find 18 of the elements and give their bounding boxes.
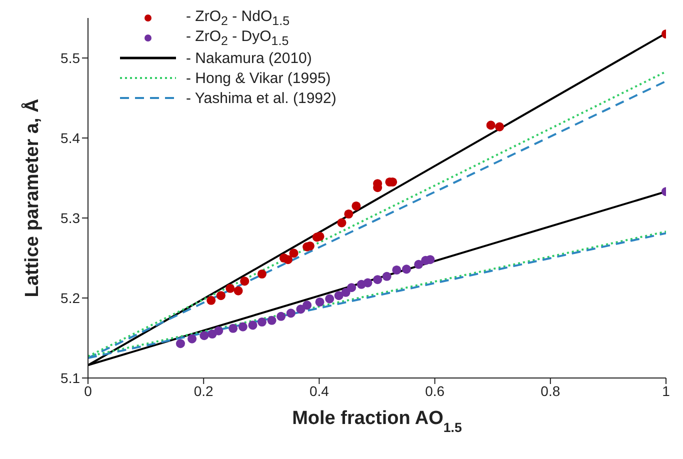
y-tick-label: 5.1 bbox=[60, 370, 80, 386]
x-tick-label: 0.4 bbox=[309, 382, 330, 399]
x-tick-label: 0.2 bbox=[194, 382, 214, 399]
x-axis-title: Mole fraction AO$_{1.5}$ bbox=[292, 408, 462, 434]
x-tick-label: 0 bbox=[84, 382, 92, 399]
y-tick-label: 5.5 bbox=[60, 50, 80, 66]
y-tick-label: 5.2 bbox=[60, 290, 80, 306]
legend-label: - Yashima et al. (1992) bbox=[186, 90, 336, 106]
y-tick-label: 5.4 bbox=[60, 130, 80, 146]
legend-label: - Nakamura (2010) bbox=[186, 50, 312, 66]
legend-label: - ZrO$_{2}$ - DyO$_{1.5}$ bbox=[186, 28, 289, 48]
legend-label: - Hong & Vikar (1995) bbox=[186, 70, 331, 86]
x-tick-label: 0.8 bbox=[540, 382, 560, 399]
y-tick-label: 5.3 bbox=[60, 210, 80, 226]
x-tick-label: 0.6 bbox=[425, 382, 445, 399]
y-axis-title: Lattice parameter a, Å bbox=[21, 98, 43, 298]
x-tick-label: 1 bbox=[662, 382, 670, 399]
legend-label: - ZrO$_{2}$ - NdO$_{1.5}$ bbox=[186, 8, 290, 28]
